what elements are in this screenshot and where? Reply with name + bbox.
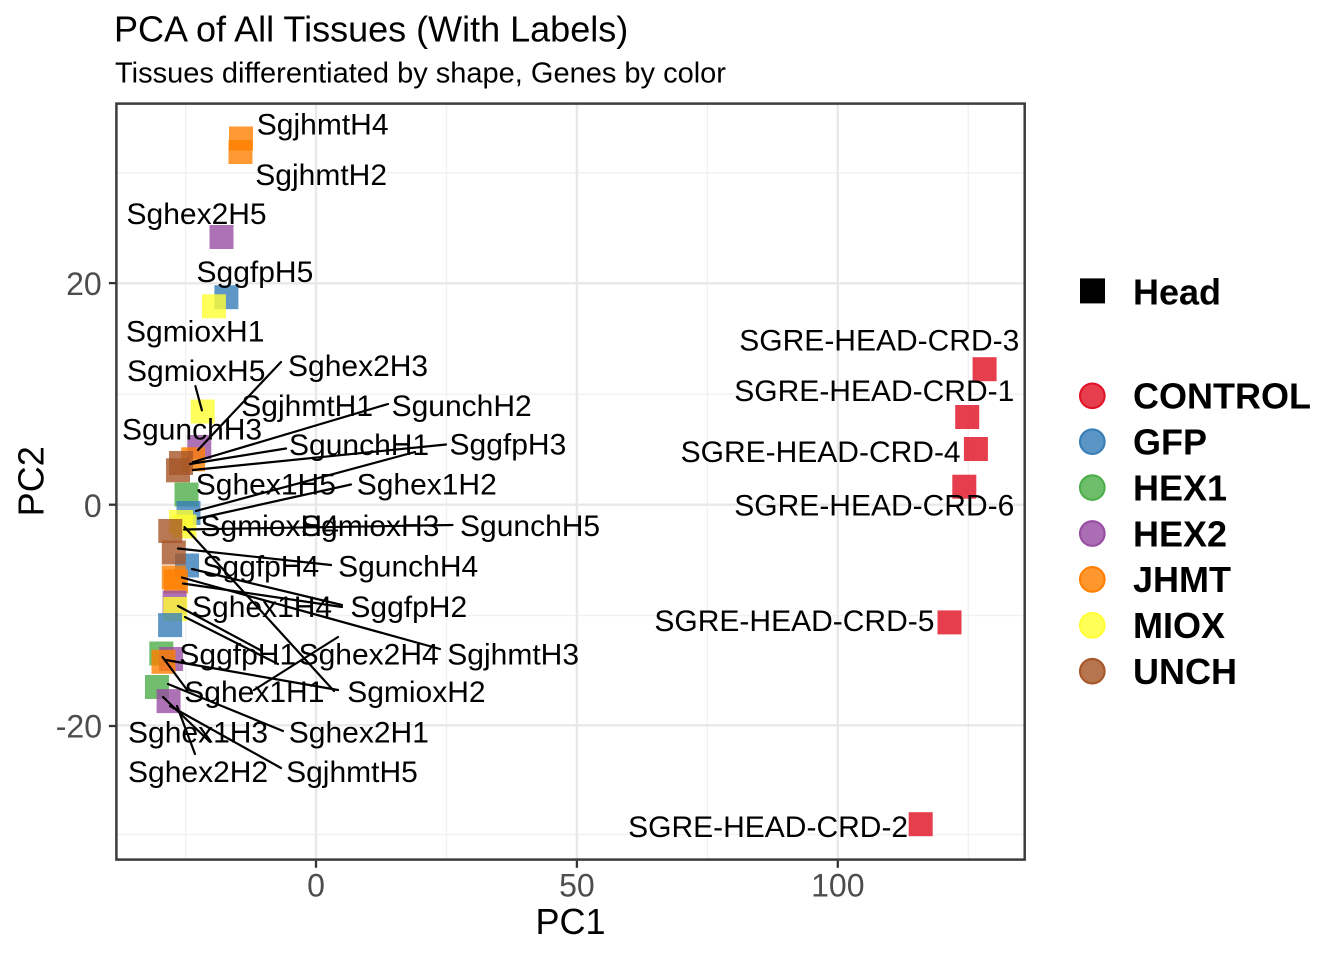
svg-text:Sghex2H1: Sghex2H1 <box>289 717 429 750</box>
svg-text:Sghex1H5: Sghex1H5 <box>196 469 336 502</box>
svg-text:JHMT: JHMT <box>1133 559 1231 600</box>
svg-text:SGRE-HEAD-CRD-3: SGRE-HEAD-CRD-3 <box>739 325 1019 358</box>
svg-text:SggfpH3: SggfpH3 <box>450 429 567 462</box>
svg-text:CONTROL: CONTROL <box>1133 376 1311 417</box>
svg-text:Sghex1H4: Sghex1H4 <box>192 591 332 624</box>
svg-text:SggfpH4: SggfpH4 <box>202 551 319 584</box>
svg-text:SggfpH5: SggfpH5 <box>197 256 314 289</box>
svg-text:SgunchH4: SgunchH4 <box>338 551 478 584</box>
svg-text:Sghex2H4: Sghex2H4 <box>299 639 439 672</box>
svg-text:SgmioxH2: SgmioxH2 <box>347 676 485 709</box>
svg-text:SGRE-HEAD-CRD-4: SGRE-HEAD-CRD-4 <box>681 436 961 469</box>
svg-text:Sghex2H3: Sghex2H3 <box>288 350 428 383</box>
svg-text:0: 0 <box>84 488 102 524</box>
svg-text:SGRE-HEAD-CRD-2: SGRE-HEAD-CRD-2 <box>628 811 908 844</box>
svg-text:20: 20 <box>66 266 102 302</box>
svg-text:SgjhmtH3: SgjhmtH3 <box>447 639 579 672</box>
svg-text:SgjhmtH5: SgjhmtH5 <box>286 756 418 789</box>
svg-text:SgmioxH4: SgmioxH4 <box>201 510 339 543</box>
svg-text:SgunchH3: SgunchH3 <box>122 413 262 446</box>
svg-text:Tissues differentiated by shap: Tissues differentiated by shape, Genes b… <box>115 58 726 90</box>
svg-text:HEX1: HEX1 <box>1133 467 1227 508</box>
svg-text:SgjhmtH2: SgjhmtH2 <box>255 159 387 192</box>
svg-text:PC2: PC2 <box>11 446 52 516</box>
svg-text:PCA of All Tissues (With Label: PCA of All Tissues (With Labels) <box>114 9 628 50</box>
svg-text:SgmioxH1: SgmioxH1 <box>126 315 264 348</box>
svg-text:Sghex2H2: Sghex2H2 <box>128 756 268 789</box>
svg-text:Sghex1H3: Sghex1H3 <box>128 717 268 750</box>
svg-text:Head: Head <box>1133 272 1221 313</box>
svg-text:SggfpH1: SggfpH1 <box>179 639 296 672</box>
svg-text:0: 0 <box>307 867 325 903</box>
svg-text:UNCH: UNCH <box>1133 651 1237 692</box>
svg-text:SgunchH5: SgunchH5 <box>460 510 600 543</box>
svg-text:SgmioxH5: SgmioxH5 <box>127 355 265 388</box>
svg-text:PC1: PC1 <box>535 901 605 942</box>
svg-text:GFP: GFP <box>1133 422 1207 463</box>
svg-text:SGRE-HEAD-CRD-5: SGRE-HEAD-CRD-5 <box>654 605 934 638</box>
svg-text:50: 50 <box>559 867 595 903</box>
svg-text:Sghex1H2: Sghex1H2 <box>357 469 497 502</box>
svg-text:HEX2: HEX2 <box>1133 513 1227 554</box>
svg-text:SgunchH1: SgunchH1 <box>289 429 429 462</box>
svg-text:MIOX: MIOX <box>1133 605 1225 646</box>
svg-text:-20: -20 <box>56 708 102 744</box>
svg-text:Sghex1H1: Sghex1H1 <box>184 676 324 709</box>
svg-text:SGRE-HEAD-CRD-1: SGRE-HEAD-CRD-1 <box>734 375 1014 408</box>
svg-text:SgunchH2: SgunchH2 <box>392 390 532 423</box>
svg-text:SgjhmtH1: SgjhmtH1 <box>241 390 373 423</box>
svg-text:Sghex2H5: Sghex2H5 <box>127 198 267 231</box>
svg-text:SgmioxH3: SgmioxH3 <box>301 510 439 543</box>
svg-text:SgjhmtH4: SgjhmtH4 <box>257 109 389 142</box>
svg-text:SGRE-HEAD-CRD-6: SGRE-HEAD-CRD-6 <box>734 490 1014 523</box>
svg-text:SggfpH2: SggfpH2 <box>350 591 467 624</box>
svg-text:100: 100 <box>811 867 864 903</box>
